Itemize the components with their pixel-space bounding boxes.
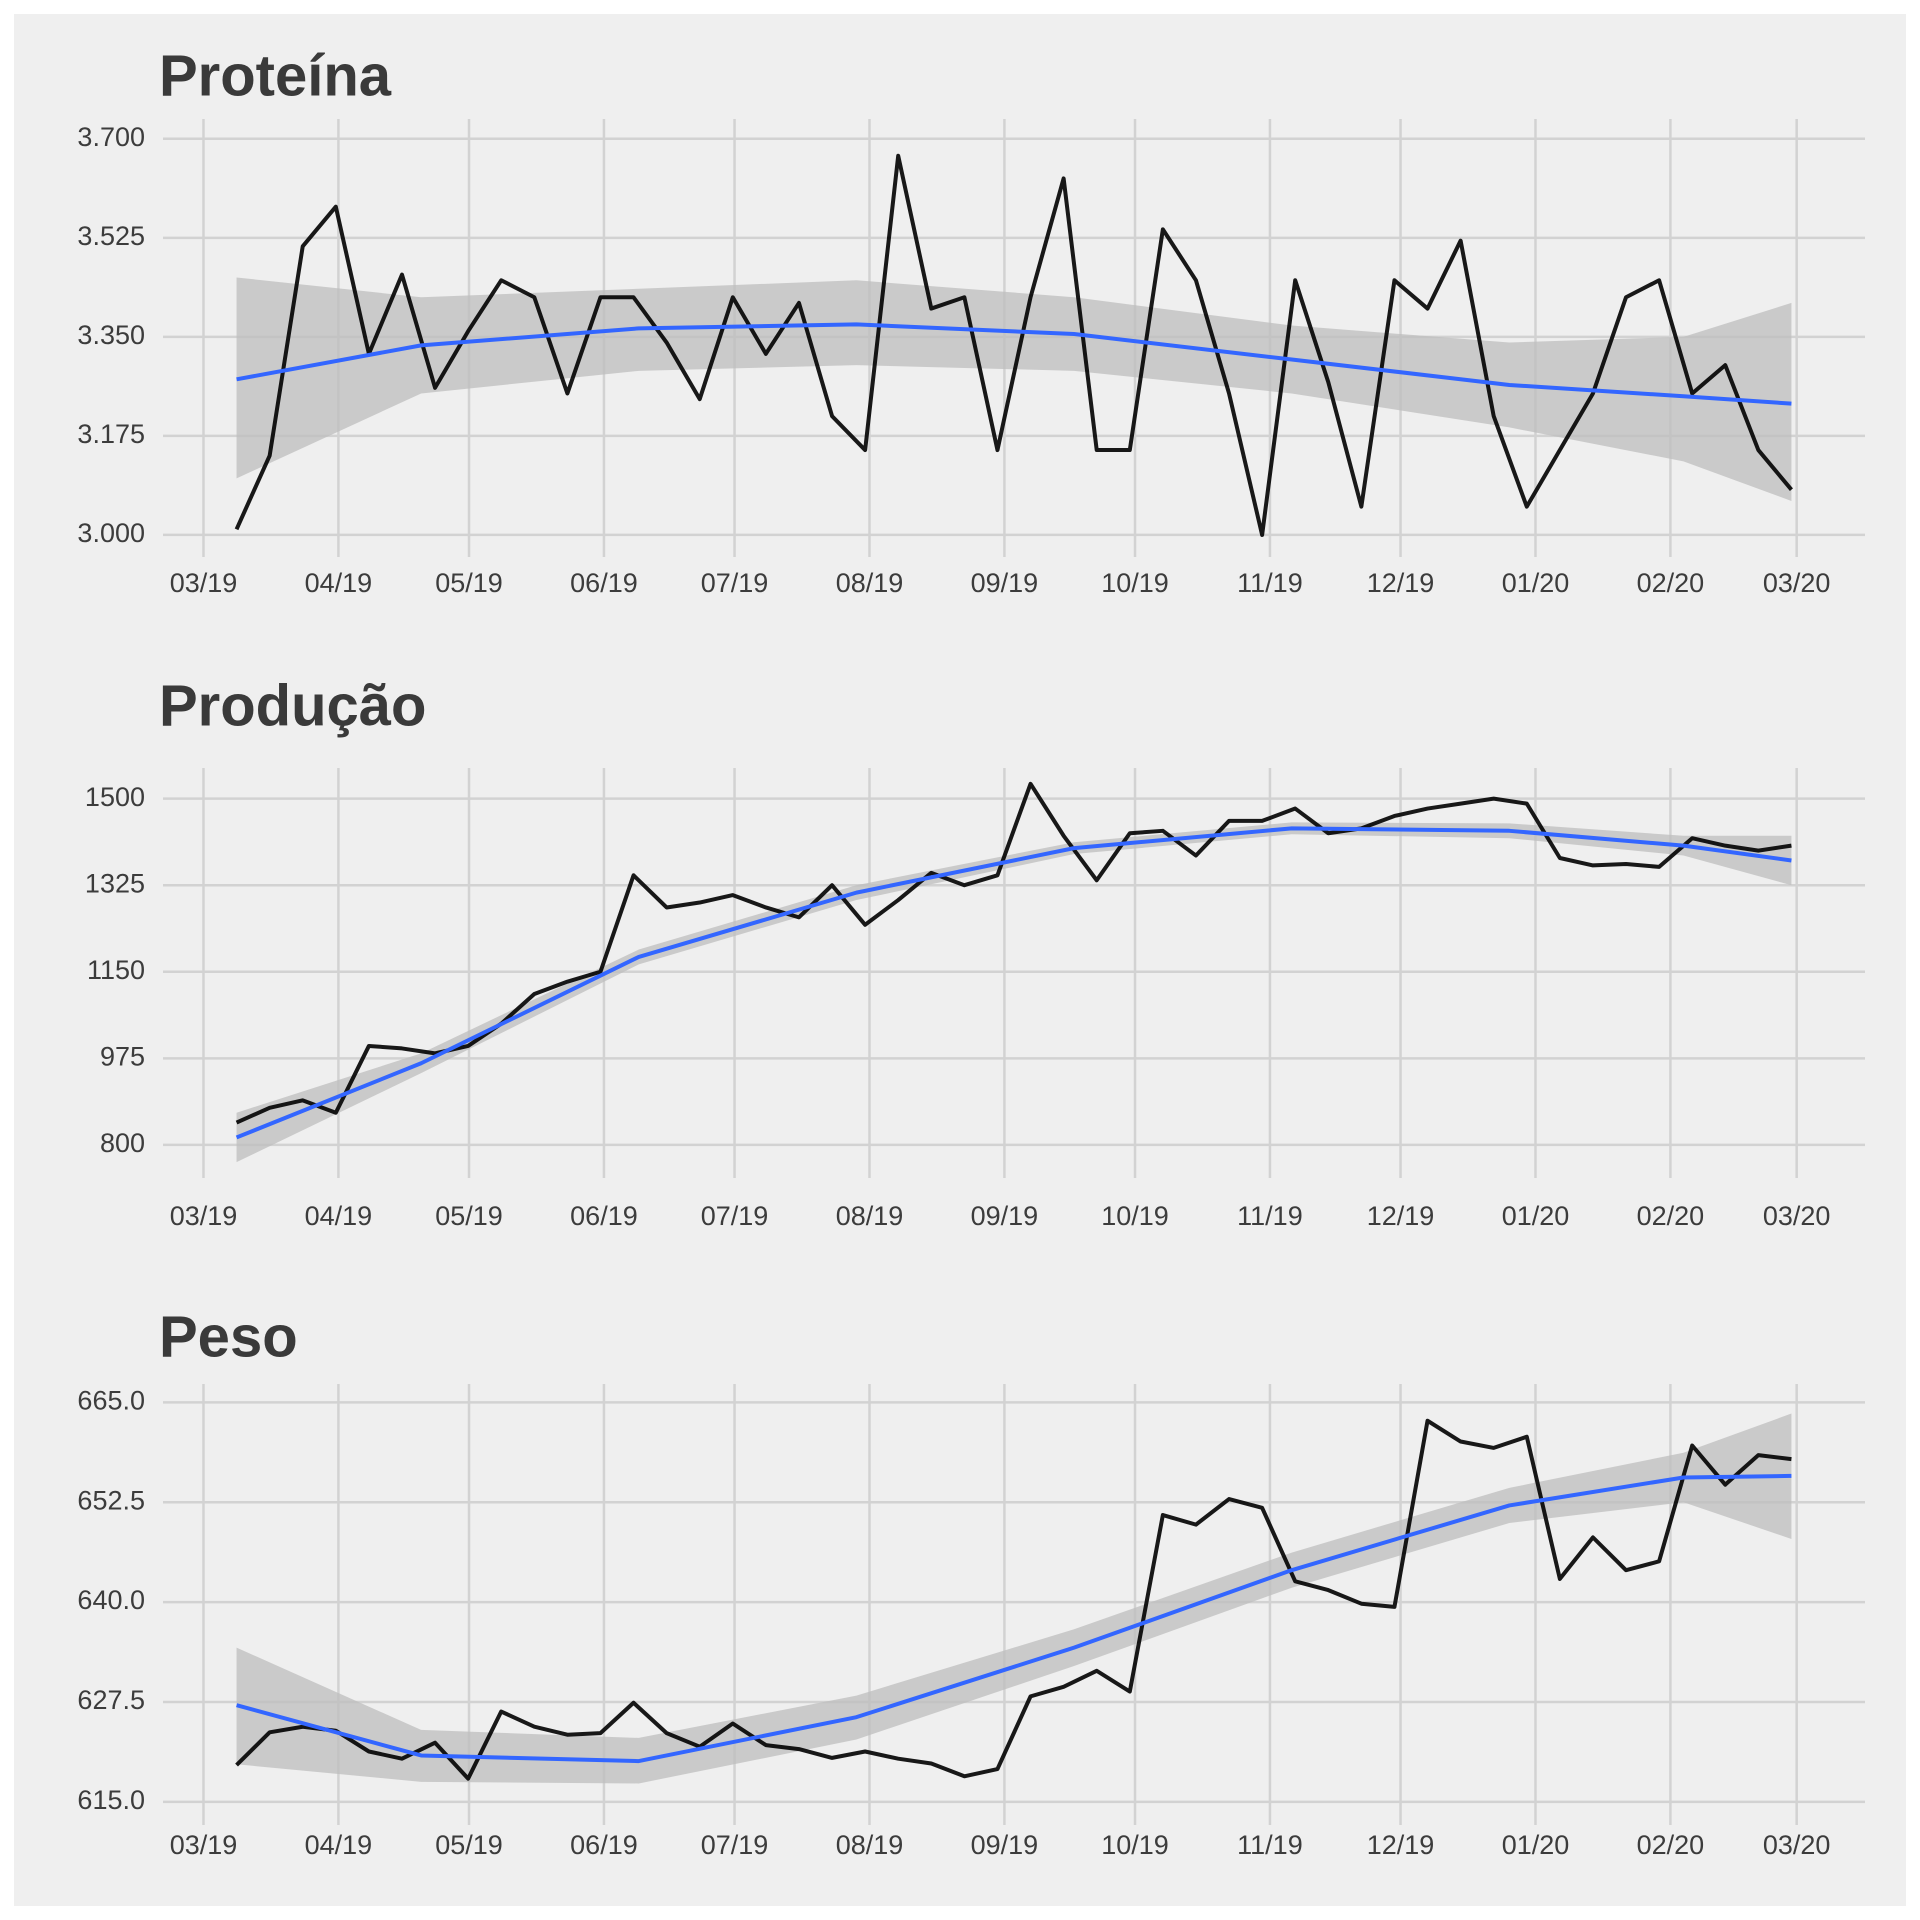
x-tick-label: 07/19 [701,1830,769,1860]
y-tick-label: 3.700 [77,122,145,152]
y-tick-label: 627.5 [77,1685,145,1715]
x-tick-label: 10/19 [1101,1201,1169,1231]
y-tick-label: 3.175 [77,419,145,449]
x-tick-label: 02/20 [1637,568,1705,598]
confidence-band [236,277,1792,501]
y-tick-label: 1150 [87,955,145,985]
x-tick-label: 08/19 [836,1830,904,1860]
y-tick-label: 665.0 [77,1386,145,1416]
y-tick-label: 3.000 [77,518,145,548]
trend-line [235,826,1792,1140]
x-tick-label: 11/19 [1237,1830,1303,1860]
x-tick-label: 12/19 [1367,1830,1435,1860]
x-tick-label: 02/20 [1637,1830,1705,1860]
x-tick-label: 05/19 [435,568,503,598]
y-tick-label: 3.350 [77,320,145,350]
x-tick-label: 10/19 [1101,568,1169,598]
data-line [235,1418,1792,1781]
y-tick-label: 1325 [85,868,145,898]
data-line [234,153,1793,537]
chart-title: Produção [159,673,427,738]
x-tick-label: 12/19 [1367,1201,1435,1231]
x-tick-label: 05/19 [435,1201,503,1231]
x-tick-label: 03/19 [170,1201,238,1231]
y-tick-label: 1500 [85,782,145,812]
x-tick-label: 09/19 [971,1830,1039,1860]
trend-line [236,1473,1792,1764]
y-tick-label: 640.0 [77,1585,145,1615]
x-tick-label: 07/19 [701,568,769,598]
x-tick-label: 03/20 [1763,1830,1831,1860]
y-tick-label: 652.5 [77,1485,145,1515]
x-tick-label: 06/19 [570,1201,638,1231]
x-tick-label: 03/19 [170,1830,238,1860]
x-tick-label: 01/20 [1502,1201,1570,1231]
x-tick-label: 02/20 [1637,1201,1705,1231]
x-tick-label: 01/20 [1502,568,1570,598]
x-tick-label: 09/19 [971,1201,1039,1231]
x-tick-label: 04/19 [305,1201,373,1231]
x-tick-label: 06/19 [570,1830,638,1860]
x-tick-label: 12/19 [1367,568,1435,598]
y-tick-label: 3.525 [77,221,145,251]
x-tick-label: 08/19 [836,1201,904,1231]
x-tick-label: 07/19 [701,1201,769,1231]
x-tick-label: 06/19 [570,568,638,598]
x-tick-label: 09/19 [971,568,1039,598]
chart-title: Peso [159,1304,298,1369]
y-tick-label: 800 [100,1128,145,1158]
x-tick-label: 08/19 [836,568,904,598]
x-tick-label: 11/19 [1237,1201,1303,1231]
x-tick-label: 10/19 [1101,1830,1169,1860]
x-tick-label: 05/19 [435,1830,503,1860]
x-tick-label: 01/20 [1502,1830,1570,1860]
x-tick-label: 03/20 [1763,1201,1831,1231]
y-tick-label: 615.0 [77,1785,145,1815]
x-tick-label: 11/19 [1237,568,1303,598]
trend-line [236,322,1792,406]
x-tick-label: 04/19 [305,568,373,598]
x-tick-label: 04/19 [305,1830,373,1860]
x-tick-label: 03/20 [1763,568,1831,598]
chart-title: Proteína [159,43,392,108]
y-tick-label: 975 [100,1041,145,1071]
x-tick-label: 03/19 [170,568,238,598]
